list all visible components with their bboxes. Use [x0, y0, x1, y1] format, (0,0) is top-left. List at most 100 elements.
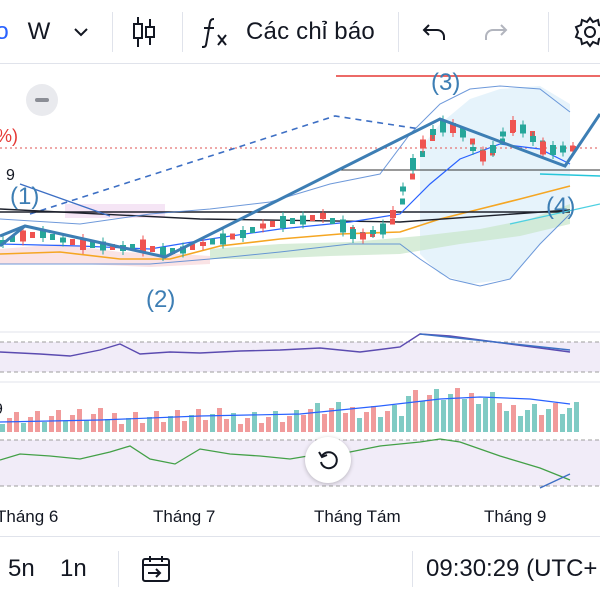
symbol-indicator-partial[interactable]: o [0, 18, 9, 45]
candle-body [290, 218, 295, 224]
candle-body [220, 233, 226, 245]
volume-bar [0, 424, 5, 432]
volume-bar [7, 418, 12, 432]
wave-trend-line-1 [19, 183, 111, 217]
wave-1-down-line [0, 224, 26, 248]
volume-bar [329, 408, 334, 432]
volume-bar [469, 393, 474, 432]
volume-bar [392, 405, 397, 432]
volume-bar [84, 420, 89, 432]
candle-body [80, 238, 86, 250]
volume-bar [161, 422, 166, 432]
volume-bar [448, 394, 453, 432]
volume-bar [497, 403, 502, 432]
candle-body [470, 147, 476, 151]
volume-bar [336, 402, 341, 432]
candle-body [50, 234, 55, 240]
candle-body [510, 120, 516, 132]
chart-type-button[interactable] [124, 0, 164, 64]
ema-orange-line [0, 185, 571, 260]
rsi-divergence-line [419, 333, 571, 351]
volume-bar [315, 403, 320, 432]
price-chart[interactable]: (3) (1) (2) (4) %) 9 9 Tháng 6 Tháng 7 T… [0, 64, 600, 534]
volume-bar [280, 422, 285, 432]
undo-button[interactable] [414, 0, 454, 64]
candle-body [140, 239, 146, 253]
range-5n-button[interactable]: 5n [8, 537, 35, 600]
volume-bars [0, 388, 579, 432]
chart-area[interactable]: (3) (1) (2) (4) %) 9 9 Tháng 6 Tháng 7 T… [0, 64, 600, 534]
volume-bar [504, 411, 509, 432]
indicators-button[interactable]: Các chỉ báo [198, 0, 384, 64]
volume-bar [567, 408, 572, 432]
volume-bar [406, 396, 411, 432]
wave-4-cyan-line-2 [509, 203, 600, 225]
volume-bar [343, 413, 348, 432]
candle-body [490, 145, 496, 153]
candle-body [520, 124, 526, 134]
rsi-band [0, 342, 600, 372]
candle-body [420, 139, 426, 149]
x-label-thang-9: Tháng 9 [484, 507, 546, 526]
candle-body [360, 232, 366, 240]
volume-bar [112, 413, 117, 432]
range-1n-label: 1n [60, 555, 87, 582]
candle-body [20, 230, 26, 242]
range-5n-label: 5n [8, 555, 35, 582]
volume-bar [301, 415, 306, 432]
macd-band [0, 440, 600, 486]
collapse-legend-button[interactable] [26, 84, 58, 116]
volume-bar [196, 409, 201, 432]
candle-body [430, 129, 436, 135]
volume-bar [322, 414, 327, 432]
volume-bar [231, 413, 236, 432]
candle-body [420, 151, 425, 157]
volume-bar [70, 415, 75, 432]
ichimoku-cloud [210, 204, 570, 259]
interval-button[interactable]: W [24, 0, 54, 64]
volume-bar [147, 417, 152, 432]
candle-body [380, 223, 386, 235]
volume-bar [385, 411, 390, 432]
range-1n-button[interactable]: 1n [60, 537, 87, 600]
volume-bar [63, 421, 68, 432]
volume-bar [413, 390, 418, 432]
bottom-divider [412, 551, 413, 587]
candle-body [400, 186, 406, 192]
volume-bar [420, 401, 425, 432]
volume-bar [378, 417, 383, 432]
wave-4-cyan-line [539, 173, 600, 177]
reset-chart-button[interactable] [305, 437, 351, 483]
volume-bar [525, 410, 530, 432]
candle-body [100, 241, 106, 251]
settings-button[interactable] [570, 0, 600, 64]
volume-ma-line [0, 396, 571, 423]
interval-dropdown[interactable] [66, 0, 96, 64]
volume-bar [560, 414, 565, 432]
reset-icon [318, 451, 338, 470]
goto-date-button[interactable] [140, 537, 172, 600]
candle-body [210, 238, 215, 245]
candle-body [190, 244, 195, 250]
volume-bar [210, 414, 215, 432]
candle-body [180, 246, 186, 254]
volume-bar [133, 412, 138, 432]
top-toolbar: o W Các chỉ báo [0, 0, 600, 64]
volume-bar [287, 416, 292, 432]
redo-button[interactable] [476, 0, 516, 64]
volume-bar [490, 392, 495, 432]
volume-bar [546, 409, 551, 432]
candle-body [90, 242, 95, 248]
volume-bar [49, 416, 54, 432]
candle-body [110, 244, 115, 250]
candle-body [320, 213, 326, 219]
clock-timezone-button[interactable]: 09:30:29 (UTC+ [426, 537, 597, 600]
volume-bar [252, 412, 257, 432]
volume-bar [266, 417, 271, 432]
volume-bar [462, 399, 467, 432]
wave-label-2: (2) [146, 286, 175, 313]
volume-bar [455, 388, 460, 432]
volume-bar [476, 404, 481, 432]
redo-icon [485, 24, 508, 40]
volume-bar [364, 412, 369, 432]
